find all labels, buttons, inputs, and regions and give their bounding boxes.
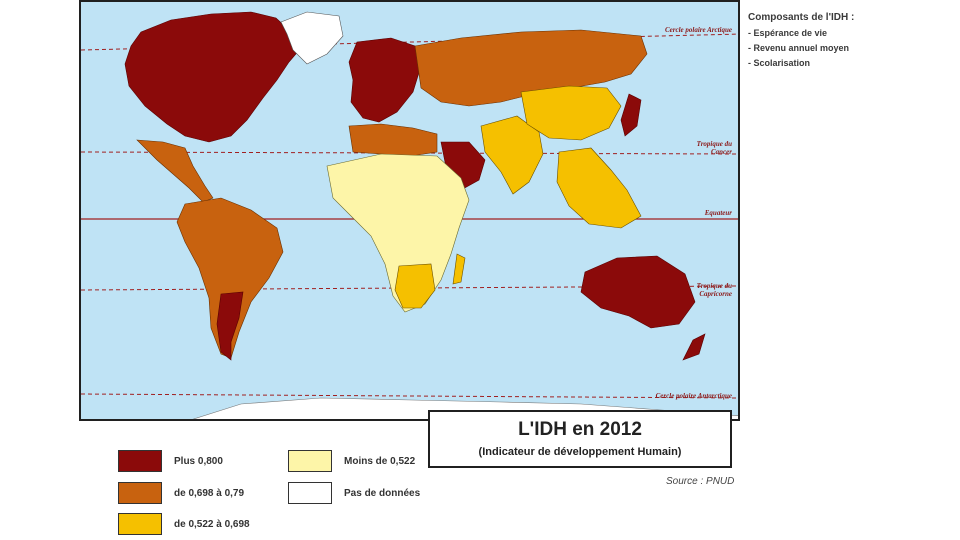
legend-swatch	[118, 513, 162, 535]
southern-cone	[216, 291, 244, 361]
legend-swatch	[288, 450, 332, 472]
legend-label: Moins de 0,522	[344, 455, 416, 467]
southeast-asia	[556, 147, 642, 229]
legend-swatch	[118, 450, 162, 472]
central-america	[136, 139, 214, 203]
north-america	[124, 11, 302, 143]
component-item-schooling: - Scolarisation	[748, 58, 811, 68]
legend-item-low: Moins de 0,522	[288, 450, 415, 472]
south-asia	[480, 115, 544, 195]
legend-swatch	[288, 482, 332, 504]
legend-item-no-data: Pas de données	[288, 482, 420, 504]
arctic-circle-label: Cercle polaire Arctique	[664, 26, 732, 34]
antarctic-circle-line	[81, 393, 738, 399]
antarctic-circle-label: Cercle polaire Antarctique	[655, 392, 732, 400]
new-zealand	[682, 333, 706, 361]
components-title: Composants de l'IDH :	[748, 12, 855, 23]
legend-label: de 0,522 à 0,698	[174, 518, 250, 530]
map-subtitle: (Indicateur de développement Humain)	[478, 446, 682, 458]
equator-label: Equateur	[704, 209, 732, 217]
map-title: L'IDH en 2012	[518, 419, 642, 440]
world-map-svg	[81, 11, 738, 419]
north-africa	[348, 123, 438, 157]
legend-label: Pas de données	[344, 487, 421, 499]
australia	[580, 255, 696, 329]
madagascar	[452, 253, 466, 285]
south-america	[176, 197, 284, 359]
china	[520, 85, 622, 141]
legend-item-high: de 0,698 à 0,79	[118, 482, 244, 504]
europe	[348, 37, 422, 123]
southern-africa	[394, 263, 436, 309]
legend-label: de 0,698 à 0,79	[174, 487, 245, 499]
legend-item-very-high: Plus 0,800	[118, 450, 223, 472]
greenland	[280, 11, 344, 65]
component-item-life-expectancy: - Espérance de vie	[748, 28, 828, 38]
japan	[620, 93, 642, 137]
tropic-cancer-label: Tropique du Cancer	[696, 140, 732, 156]
arctic-circle-line	[81, 33, 738, 51]
map-title-box: L'IDH en 2012 (Indicateur de développeme…	[428, 410, 732, 468]
legend-swatch	[118, 482, 162, 504]
source-credit: Source : PNUD	[666, 476, 735, 487]
component-item-income: - Revenu annuel moyen	[748, 43, 850, 53]
legend-item-medium: de 0,522 à 0,698	[118, 513, 250, 535]
world-map: Cercle polaire Arctique Tropique du Canc…	[79, 0, 740, 421]
tropic-capricorn-label: Tropique du Capricorne	[696, 282, 732, 298]
legend-label: Plus 0,800	[174, 455, 223, 467]
russia	[414, 29, 648, 107]
idh-components: Composants de l'IDH : - Espérance de vie…	[748, 10, 854, 71]
